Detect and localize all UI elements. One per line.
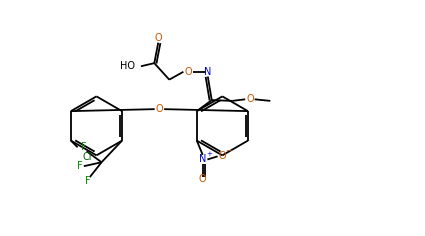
- Text: N: N: [199, 155, 207, 164]
- Text: F: F: [77, 161, 83, 171]
- Text: F: F: [85, 176, 90, 186]
- Text: O: O: [246, 94, 254, 104]
- Text: −: −: [225, 146, 231, 155]
- Text: O: O: [199, 174, 207, 184]
- Text: O: O: [154, 33, 162, 43]
- Text: HO: HO: [120, 61, 135, 71]
- Text: O: O: [156, 104, 163, 114]
- Text: N: N: [204, 67, 212, 77]
- Text: Cl: Cl: [83, 152, 92, 162]
- Text: O: O: [184, 67, 192, 77]
- Text: O: O: [218, 151, 226, 161]
- Text: F: F: [82, 142, 87, 152]
- Text: +: +: [206, 151, 212, 157]
